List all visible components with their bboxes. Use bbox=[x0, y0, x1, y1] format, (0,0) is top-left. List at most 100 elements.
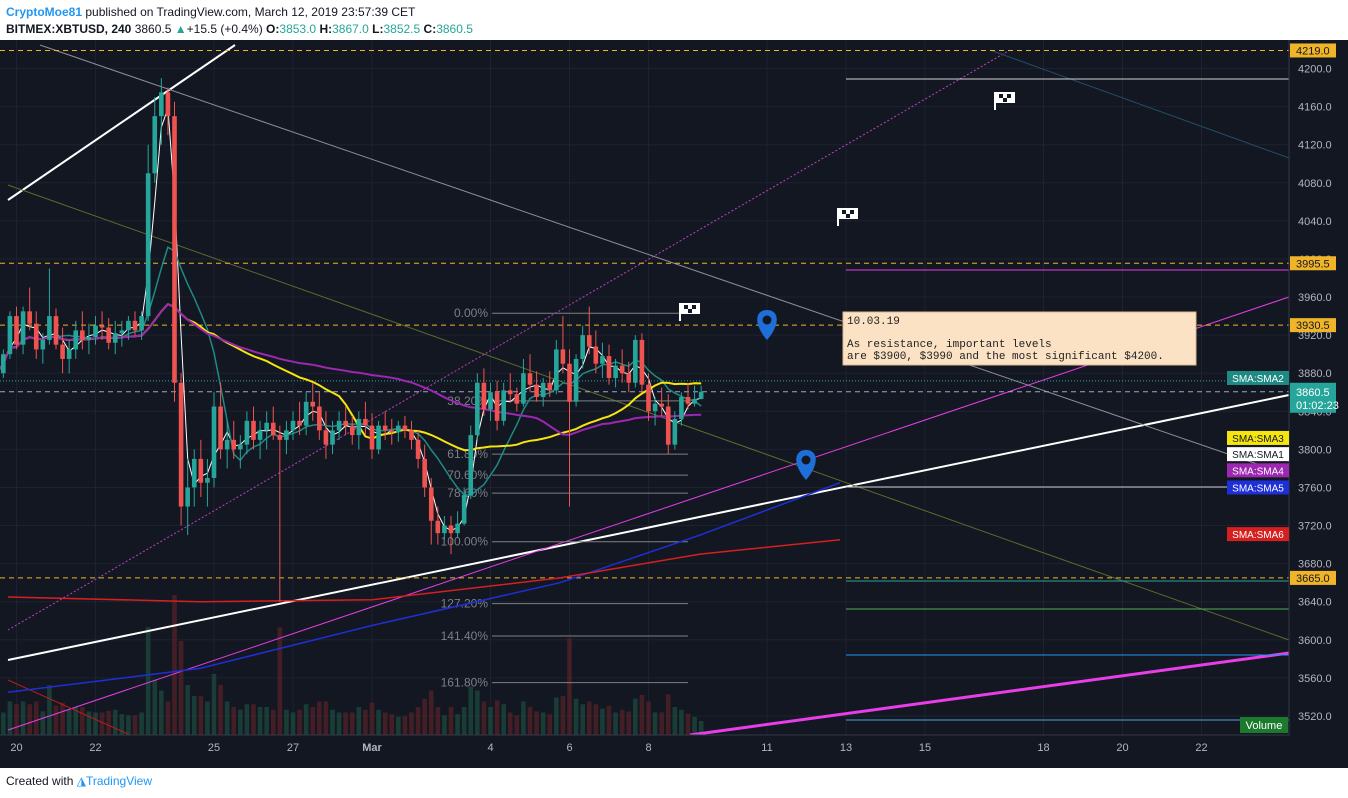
candle-body bbox=[540, 382, 546, 398]
low-value: 3852.5 bbox=[383, 22, 421, 36]
time-tick-label: 27 bbox=[287, 742, 299, 754]
time-axis-bg bbox=[0, 735, 1348, 768]
candle-body bbox=[560, 349, 566, 364]
candle-body bbox=[593, 346, 599, 364]
candle-body bbox=[185, 487, 190, 507]
candle-body bbox=[191, 458, 197, 488]
price-level-tag bbox=[1290, 43, 1336, 58]
ohlc-line: BITMEX:XBTUSD, 240 3860.5 ▲+15.5 (+0.4%)… bbox=[6, 22, 473, 36]
annotation-callout[interactable]: 10.03.19 As resistance, important levels… bbox=[842, 311, 1197, 366]
created-label: Created with bbox=[6, 774, 74, 788]
candle-body bbox=[33, 323, 39, 350]
volume-bar bbox=[60, 702, 65, 735]
fib-level-label: 100.00% bbox=[441, 535, 489, 549]
candle-body bbox=[159, 92, 164, 117]
candle-body bbox=[665, 406, 671, 445]
candle-body bbox=[442, 525, 447, 534]
volume-bar bbox=[468, 686, 474, 735]
published-text: published on TradingView.com, March 12, … bbox=[85, 5, 416, 19]
candle-body bbox=[396, 425, 401, 433]
volume-bar bbox=[297, 709, 302, 735]
fibonacci-retracement[interactable]: 0.00%38.20%61.80%70.60%78.60%100.00%127.… bbox=[441, 306, 688, 690]
volume-bar bbox=[205, 701, 210, 735]
chart-footer: Created with ◮TradingView bbox=[0, 768, 1348, 798]
time-tick-label: 22 bbox=[1195, 742, 1207, 754]
candle-body bbox=[646, 384, 651, 412]
annotation-box[interactable] bbox=[842, 311, 1197, 366]
candle-body bbox=[165, 92, 171, 117]
volume-bar bbox=[191, 696, 197, 735]
author-link[interactable]: CryptoMoe81 bbox=[6, 5, 83, 19]
fib-level-label: 161.80% bbox=[441, 676, 489, 690]
price-tick-label: 3680.0 bbox=[1298, 559, 1332, 571]
candle-body bbox=[580, 335, 585, 359]
volume-bar bbox=[540, 712, 546, 735]
volume-bar bbox=[461, 707, 467, 735]
time-tick-label: 15 bbox=[919, 742, 931, 754]
price-tick-label: 4080.0 bbox=[1298, 178, 1332, 190]
price-tick-label: 3760.0 bbox=[1298, 482, 1332, 494]
volume-bars bbox=[1, 595, 704, 735]
volume-bar bbox=[323, 701, 329, 735]
candle-body bbox=[251, 420, 256, 440]
candle-body bbox=[290, 420, 296, 431]
price-level-tag-text: 3930.5 bbox=[1296, 320, 1330, 332]
candle-body bbox=[488, 392, 493, 410]
candle-body bbox=[205, 477, 210, 483]
symbol-label: BITMEX:XBTUSD, 240 bbox=[6, 22, 132, 36]
trendline-white-upper bbox=[7, 44, 236, 201]
candle-body bbox=[86, 337, 92, 340]
time-tick-label: 11 bbox=[761, 742, 772, 754]
candle-body bbox=[501, 390, 506, 421]
candle-body bbox=[376, 425, 381, 450]
volume-bar bbox=[586, 701, 592, 735]
volume-tag bbox=[1240, 717, 1288, 733]
volume-bar bbox=[521, 701, 526, 735]
candle-body bbox=[679, 397, 684, 419]
candle-body bbox=[567, 363, 572, 402]
volume-bar bbox=[698, 721, 704, 735]
candle-body bbox=[573, 358, 579, 402]
candle-body bbox=[119, 330, 125, 334]
candle-body bbox=[600, 356, 605, 364]
price-tick-label: 3800.0 bbox=[1298, 444, 1332, 456]
volume-bar bbox=[626, 711, 632, 735]
tradingview-link[interactable]: TradingView bbox=[85, 774, 152, 788]
candle-body bbox=[303, 401, 309, 426]
time-axis[interactable]: 20 22 25 27 Mar 4 6 8 11 13 15 18 20 22 bbox=[0, 734, 1348, 768]
tradingview-logo-icon: ◮ bbox=[76, 774, 86, 788]
candle-body bbox=[672, 418, 678, 445]
candle-body bbox=[402, 425, 408, 431]
candle-body bbox=[435, 520, 441, 534]
volume-bar bbox=[277, 627, 283, 735]
candle-body bbox=[659, 403, 664, 407]
volume-bar bbox=[119, 714, 125, 735]
sma-legend-text: SMA:SMA6 bbox=[1232, 530, 1284, 541]
fib-level-label: 61.80% bbox=[447, 447, 488, 461]
candle-body bbox=[40, 339, 46, 350]
volume-bar bbox=[139, 712, 144, 735]
sma-legend-tag bbox=[1227, 447, 1289, 462]
candle-body bbox=[356, 418, 362, 436]
candle-body bbox=[633, 339, 638, 383]
candle-body bbox=[363, 418, 368, 426]
price-axis[interactable]: 3520.0 3560.0 3600.0 3640.0 3680.0 3720.0 3760… bbox=[1288, 40, 1348, 735]
price-chart[interactable]: 0.00%38.20%61.80%70.60%78.60%100.00%127.… bbox=[0, 40, 1348, 768]
time-tick-label: 4 bbox=[487, 742, 493, 754]
volume-bar bbox=[369, 702, 375, 735]
candle-body bbox=[297, 420, 302, 426]
volume-bar bbox=[244, 704, 250, 735]
volume-bar bbox=[593, 704, 599, 735]
volume-bar bbox=[606, 705, 612, 735]
candle-body bbox=[284, 430, 289, 440]
volume-bar bbox=[527, 707, 533, 735]
volume-bar bbox=[251, 704, 256, 735]
volume-bar bbox=[284, 709, 289, 735]
sma6-line bbox=[7, 539, 841, 603]
candle-body bbox=[80, 330, 85, 340]
drawings[interactable] bbox=[679, 92, 1015, 480]
candle-body bbox=[66, 349, 72, 359]
candle-body bbox=[685, 397, 691, 404]
candle-body bbox=[132, 320, 138, 331]
volume-bar bbox=[389, 714, 395, 735]
